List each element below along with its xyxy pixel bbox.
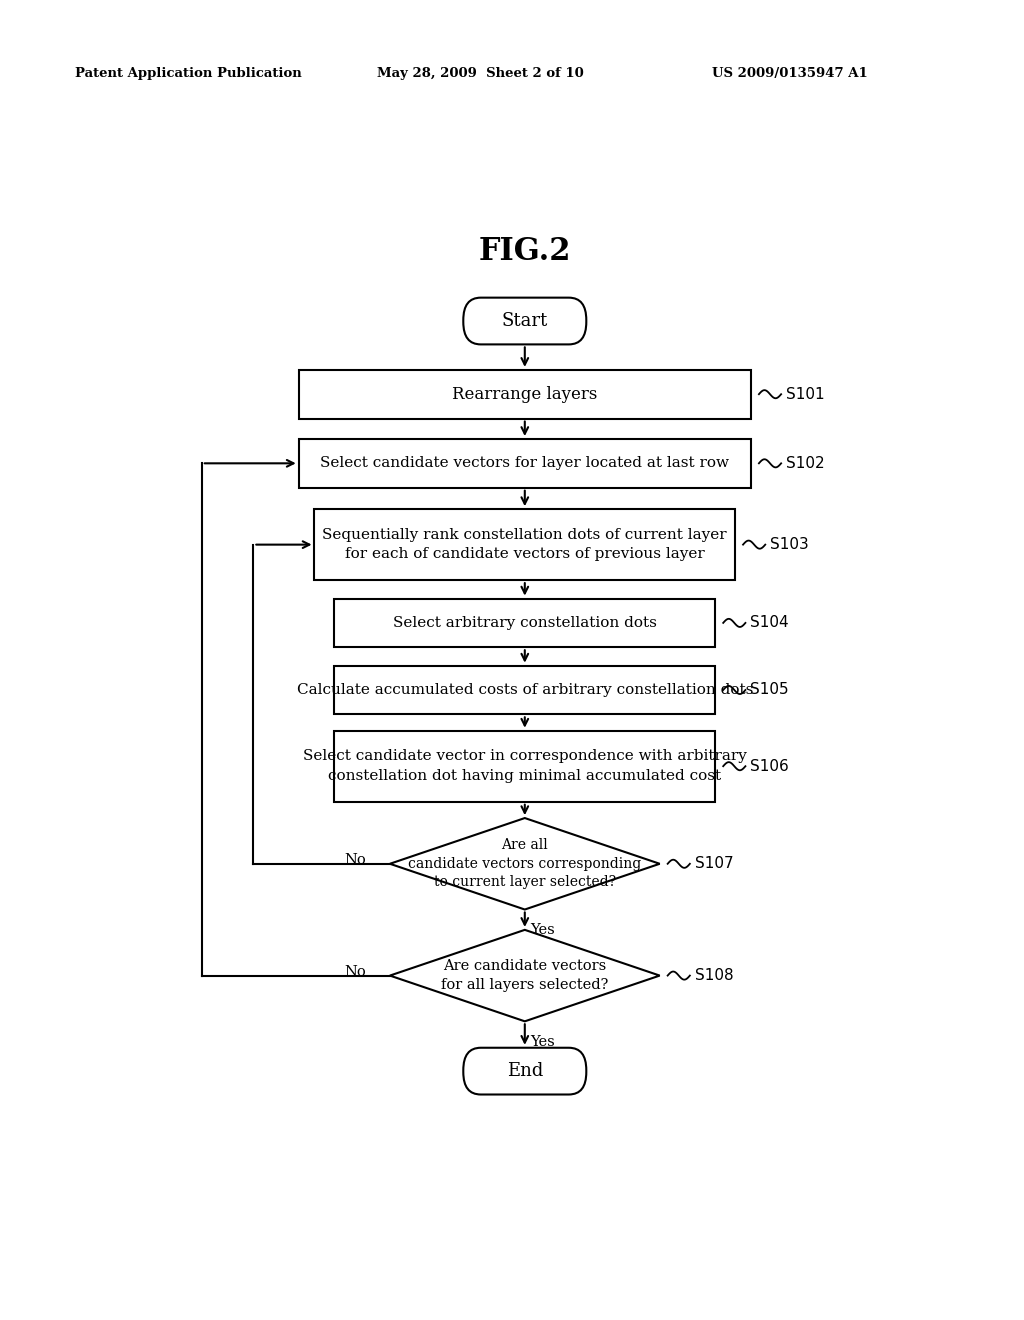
FancyBboxPatch shape (463, 1048, 587, 1094)
Polygon shape (390, 818, 659, 909)
Bar (314, 510, 735, 581)
Text: Select candidate vector in correspondence with arbitrary
constellation dot havin: Select candidate vector in correspondenc… (303, 750, 746, 783)
Text: US 2009/0135947 A1: US 2009/0135947 A1 (712, 67, 867, 81)
Text: Patent Application Publication: Patent Application Publication (75, 67, 301, 81)
Text: Sequentially rank constellation dots of current layer
for each of candidate vect: Sequentially rank constellation dots of … (323, 528, 727, 561)
Text: S107: S107 (694, 857, 733, 871)
Text: S102: S102 (785, 455, 824, 471)
Text: S103: S103 (770, 537, 809, 552)
Text: FIG.2: FIG.2 (478, 236, 571, 268)
Text: No: No (344, 965, 366, 978)
Text: Are all
candidate vectors corresponding
to current layer selected?: Are all candidate vectors corresponding … (409, 838, 641, 890)
Text: Yes: Yes (529, 923, 555, 937)
Bar (299, 440, 751, 487)
Text: Are candidate vectors
for all layers selected?: Are candidate vectors for all layers sel… (441, 960, 608, 991)
Bar (334, 665, 715, 714)
Text: May 28, 2009  Sheet 2 of 10: May 28, 2009 Sheet 2 of 10 (377, 67, 584, 81)
FancyBboxPatch shape (463, 297, 587, 345)
Text: Select candidate vectors for layer located at last row: Select candidate vectors for layer locat… (321, 457, 729, 470)
Text: Start: Start (502, 312, 548, 330)
Text: No: No (344, 853, 366, 867)
Text: Calculate accumulated costs of arbitrary constellation dots: Calculate accumulated costs of arbitrary… (297, 682, 753, 697)
Text: Select arbitrary constellation dots: Select arbitrary constellation dots (393, 616, 656, 630)
Bar (299, 370, 751, 418)
Text: Yes: Yes (529, 1035, 555, 1048)
Text: S101: S101 (785, 387, 824, 401)
Text: Rearrange layers: Rearrange layers (453, 385, 597, 403)
Text: End: End (507, 1063, 543, 1080)
Text: S105: S105 (751, 682, 788, 697)
Polygon shape (390, 929, 659, 1022)
Text: S108: S108 (694, 968, 733, 983)
Text: S104: S104 (751, 615, 788, 631)
Text: S106: S106 (751, 759, 788, 774)
Bar (334, 598, 715, 647)
Bar (334, 731, 715, 801)
